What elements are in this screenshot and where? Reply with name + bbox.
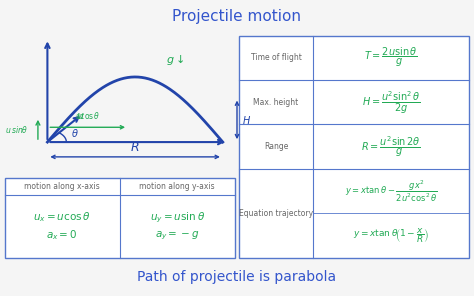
FancyBboxPatch shape bbox=[239, 36, 469, 258]
Text: motion along y-axis: motion along y-axis bbox=[139, 182, 215, 191]
Text: Max. height: Max. height bbox=[254, 98, 299, 107]
Text: Projectile motion: Projectile motion bbox=[173, 9, 301, 24]
Text: $u_y = u\sin\theta$: $u_y = u\sin\theta$ bbox=[150, 210, 205, 225]
Text: $a_x = 0$: $a_x = 0$ bbox=[46, 229, 78, 242]
Text: $u\cos\theta$: $u\cos\theta$ bbox=[75, 110, 100, 121]
Text: Range: Range bbox=[264, 142, 288, 151]
Text: $u$: $u$ bbox=[76, 111, 84, 121]
Text: $u\,sin\theta$: $u\,sin\theta$ bbox=[5, 124, 28, 135]
Text: $R = \dfrac{u^2\sin 2\theta}{g}$: $R = \dfrac{u^2\sin 2\theta}{g}$ bbox=[361, 134, 421, 159]
Text: Time of flight: Time of flight bbox=[251, 53, 301, 62]
Text: $H$: $H$ bbox=[242, 114, 251, 126]
Text: $a_y = -g$: $a_y = -g$ bbox=[155, 229, 200, 242]
Text: motion along x-axis: motion along x-axis bbox=[24, 182, 100, 191]
FancyBboxPatch shape bbox=[5, 178, 235, 258]
Text: $R$: $R$ bbox=[130, 141, 140, 154]
Text: $\theta$: $\theta$ bbox=[71, 126, 79, 139]
Text: $y = x\tan\theta\!\left(1 - \dfrac{x}{R}\right)$: $y = x\tan\theta\!\left(1 - \dfrac{x}{R}… bbox=[353, 226, 429, 245]
Text: $H = \dfrac{u^2\sin^2\theta}{2g}$: $H = \dfrac{u^2\sin^2\theta}{2g}$ bbox=[362, 89, 420, 115]
Text: Path of projectile is parabola: Path of projectile is parabola bbox=[137, 270, 337, 284]
Text: $y = x\tan\theta - \dfrac{gx^2}{2u^2\cos^2\theta}$: $y = x\tan\theta - \dfrac{gx^2}{2u^2\cos… bbox=[345, 178, 438, 204]
Text: $g\downarrow$: $g\downarrow$ bbox=[166, 52, 184, 67]
Text: $T = \dfrac{2u\sin\theta}{g}$: $T = \dfrac{2u\sin\theta}{g}$ bbox=[364, 46, 418, 69]
Text: Equation trajectory: Equation trajectory bbox=[239, 209, 313, 218]
Text: $u_x = u\cos\theta$: $u_x = u\cos\theta$ bbox=[33, 211, 91, 224]
